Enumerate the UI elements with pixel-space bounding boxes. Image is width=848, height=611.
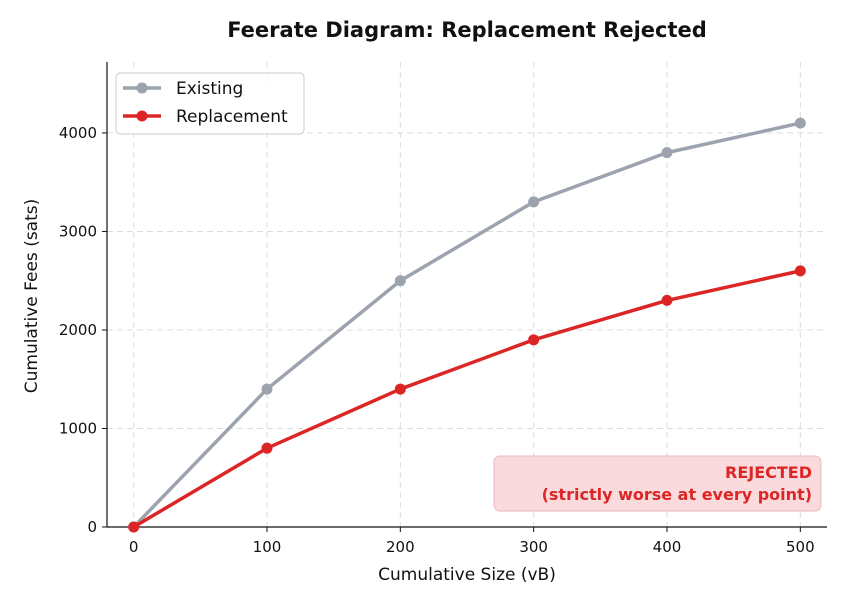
annotation-line-reason: (strictly worse at every point) — [542, 485, 812, 504]
legend-box — [115, 72, 305, 135]
x-tick-label: 400 — [653, 538, 682, 556]
series — [128, 117, 806, 533]
annotation-line-rejected: REJECTED — [725, 463, 812, 482]
ticks: 0 100 200 300 400 500 0 1000 2000 3000 4000 — [59, 124, 815, 556]
x-axis-label: Cumulative Size (vB) — [378, 565, 556, 585]
legend-label: Existing — [176, 79, 243, 99]
annotation-box: REJECTED (strictly worse at every point) — [493, 455, 822, 512]
series-line-replacement — [131, 269, 803, 529]
data-point-existing — [794, 117, 806, 129]
axes — [106, 62, 827, 528]
legend-marker — [136, 82, 148, 94]
data-point-replacement — [661, 294, 673, 306]
y-tick-label: 4000 — [59, 124, 97, 142]
x-tick-label: 0 — [129, 538, 139, 556]
y-tick-label: 0 — [87, 518, 97, 536]
data-point-existing — [261, 383, 273, 395]
data-point-existing — [528, 196, 540, 208]
annotation-background — [493, 455, 822, 512]
x-tick-label: 300 — [519, 538, 548, 556]
legend-marker — [136, 110, 148, 122]
data-point-replacement — [261, 442, 273, 454]
series-line-existing — [131, 121, 803, 529]
data-point-replacement — [128, 521, 140, 533]
legend-label: Replacement — [176, 107, 288, 127]
x-tick-label: 100 — [253, 538, 282, 556]
data-point-existing — [394, 275, 406, 287]
legend: Existing Replacement — [115, 72, 305, 135]
y-tick-label: 3000 — [59, 222, 97, 240]
x-tick-label: 200 — [386, 538, 415, 556]
y-tick-label: 2000 — [59, 321, 97, 339]
chart-title: Feerate Diagram: Replacement Rejected — [227, 18, 707, 42]
data-point-replacement — [528, 334, 540, 346]
data-point-replacement — [794, 265, 806, 277]
data-point-existing — [661, 147, 673, 159]
y-tick-label: 1000 — [59, 419, 97, 437]
y-axis-label: Cumulative Fees (sats) — [22, 199, 42, 394]
x-tick-label: 500 — [786, 538, 815, 556]
data-point-replacement — [394, 383, 406, 395]
